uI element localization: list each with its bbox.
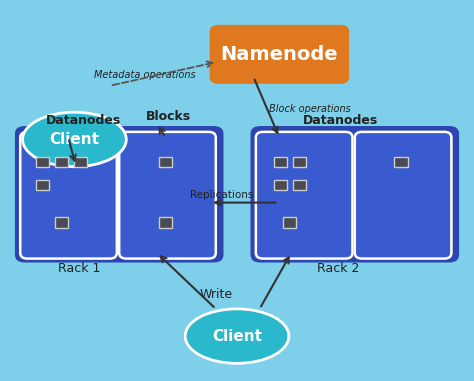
FancyBboxPatch shape [119, 132, 216, 259]
Text: Write: Write [199, 288, 232, 301]
Bar [159, 157, 172, 167]
Bar [159, 217, 172, 228]
FancyBboxPatch shape [256, 132, 353, 259]
Text: Datanodes: Datanodes [46, 114, 121, 127]
FancyBboxPatch shape [20, 132, 117, 259]
Bar [74, 157, 87, 167]
FancyBboxPatch shape [13, 124, 225, 264]
Bar [292, 157, 306, 167]
FancyBboxPatch shape [249, 124, 461, 264]
Bar [274, 179, 287, 190]
Bar [394, 157, 408, 167]
Bar [36, 157, 49, 167]
FancyBboxPatch shape [210, 25, 349, 84]
Text: Replications: Replications [190, 190, 254, 200]
Text: Namenode: Namenode [220, 45, 338, 64]
Text: Client: Client [212, 329, 262, 344]
Text: Blocks: Blocks [146, 110, 191, 123]
Text: Block operations: Block operations [269, 104, 351, 114]
Bar [283, 217, 296, 228]
Bar [274, 157, 287, 167]
Bar [292, 179, 306, 190]
Text: Rack 1: Rack 1 [58, 261, 100, 275]
Text: Datanodes: Datanodes [303, 114, 378, 127]
Text: Metadata operations: Metadata operations [94, 70, 196, 80]
Bar [55, 217, 68, 228]
Bar [55, 157, 68, 167]
Text: Client: Client [49, 132, 100, 147]
Ellipse shape [185, 309, 289, 363]
Ellipse shape [23, 112, 126, 166]
Text: Rack 2: Rack 2 [317, 261, 359, 275]
Bar [36, 179, 49, 190]
FancyBboxPatch shape [355, 132, 451, 259]
